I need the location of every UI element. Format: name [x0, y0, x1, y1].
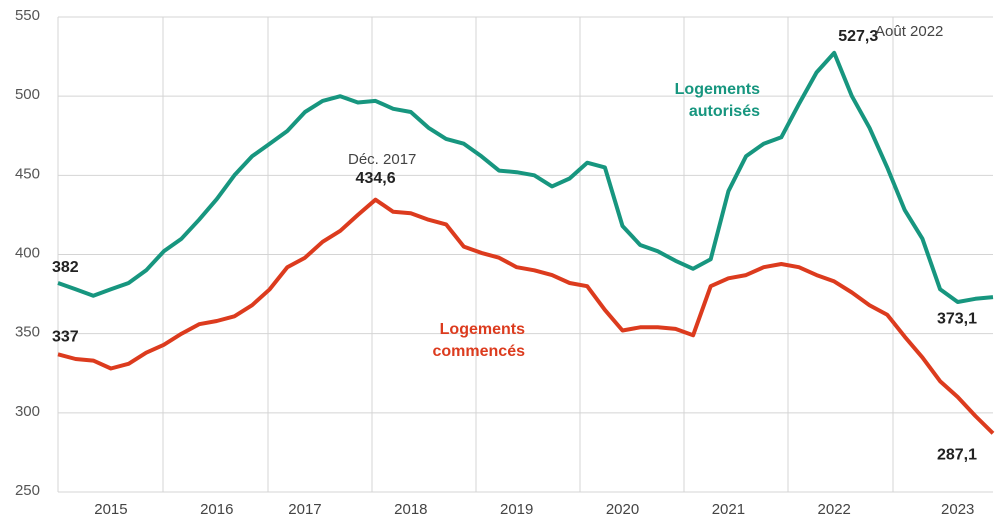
data-label: 337 — [52, 328, 79, 345]
x-tick-label: 2022 — [818, 501, 851, 518]
y-tick-label: 550 — [15, 7, 40, 24]
data-label: 287,1 — [937, 446, 977, 463]
y-tick-label: 450 — [15, 165, 40, 182]
y-tick-label: 350 — [15, 324, 40, 341]
annotation: Août 2022 — [875, 23, 943, 40]
data-label: 527,3 — [838, 28, 878, 45]
x-tick-label: 2020 — [606, 501, 639, 518]
series-line — [57, 50, 994, 304]
series-label: Logements commencés — [433, 321, 526, 360]
series-label: Logements autorisés — [675, 81, 760, 120]
data-label: 373,1 — [937, 310, 977, 327]
x-tick-label: 2016 — [200, 501, 233, 518]
x-tick-label: 2019 — [500, 501, 533, 518]
y-tick-label: 500 — [15, 86, 40, 103]
x-tick-label: 2015 — [94, 501, 127, 518]
data-label: 382 — [52, 259, 79, 276]
annotation: Déc. 2017 — [348, 151, 416, 168]
x-tick-label: 2021 — [712, 501, 745, 518]
x-tick-label: 2017 — [288, 501, 321, 518]
y-tick-label: 250 — [15, 482, 40, 499]
y-tick-label: 300 — [15, 403, 40, 420]
series-line — [57, 197, 995, 435]
x-tick-label: 2018 — [394, 501, 427, 518]
x-tick-label: 2023 — [941, 501, 974, 518]
data-label: 434,6 — [356, 170, 396, 187]
y-tick-label: 400 — [15, 244, 40, 261]
